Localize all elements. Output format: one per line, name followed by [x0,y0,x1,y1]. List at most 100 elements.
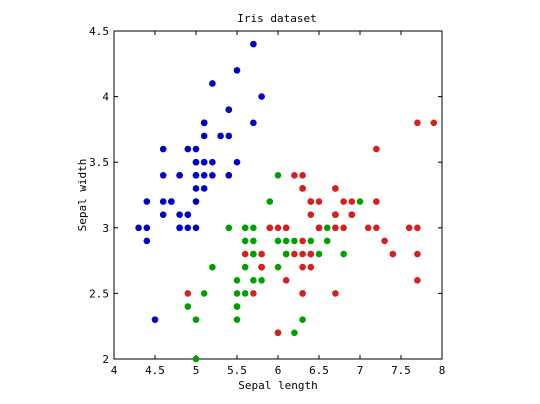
data-point-series-1 [274,263,282,271]
data-point-series-1 [274,172,282,179]
data-point-series-2 [266,224,274,232]
x-tick-label: 5.5 [227,364,247,377]
data-point-series-1 [250,250,257,258]
data-point-series-2 [299,263,306,271]
data-point-series-2 [315,224,323,232]
y-tick-label: 2 [102,353,109,366]
data-point-series-1 [241,224,249,232]
data-point-series-2 [299,250,306,258]
data-point-series-1 [274,237,282,245]
data-point-series-2 [405,224,413,232]
data-point-series-0 [192,158,200,166]
data-point-series-1 [266,198,274,205]
data-point-series-0 [225,106,233,114]
data-point-series-0 [143,224,151,232]
data-point-series-2 [291,250,298,258]
data-point-series-0 [192,185,200,192]
data-point-series-2 [299,290,306,297]
data-point-series-0 [209,172,216,179]
data-point-series-2 [274,329,282,337]
data-point-series-0 [200,185,208,192]
data-point-series-2 [184,290,192,297]
data-point-series-2 [364,224,372,232]
data-point-series-2 [307,198,315,205]
data-point-series-0 [200,172,208,179]
data-point-series-2 [332,185,339,192]
data-point-series-1 [233,276,241,284]
data-point-series-1 [356,198,364,205]
data-point-series-0 [168,198,175,205]
data-point-series-0 [184,145,192,153]
data-point-series-1 [250,237,257,245]
data-point-series-2 [307,263,315,271]
data-points [135,40,438,363]
x-tick-label: 7 [357,364,364,377]
data-point-series-1 [192,316,200,323]
data-point-series-0 [192,224,200,232]
data-point-series-0 [225,172,233,179]
data-point-series-1 [315,250,323,258]
data-point-series-1 [323,224,331,232]
data-point-series-2 [315,198,323,205]
data-point-series-0 [209,158,216,166]
data-point-series-2 [332,290,339,297]
data-point-series-1 [258,276,265,284]
data-point-series-2 [299,237,306,245]
data-point-series-0 [176,172,183,179]
data-point-series-0 [176,224,183,232]
data-point-series-2 [373,224,380,232]
x-tick-label: 6 [275,364,282,377]
data-point-series-1 [282,237,290,245]
data-point-series-2 [250,290,257,297]
data-point-series-2 [307,211,315,218]
data-point-series-2 [299,172,306,179]
data-point-series-0 [159,198,167,205]
data-point-series-2 [348,211,356,218]
data-point-series-0 [250,40,257,48]
data-point-series-2 [373,145,380,153]
y-tick-label: 2.5 [89,287,109,300]
data-point-series-0 [159,211,167,218]
data-point-series-1 [291,237,298,245]
data-point-series-2 [373,198,380,205]
data-point-series-1 [241,263,249,271]
data-point-series-0 [143,198,151,205]
data-point-series-1 [282,250,290,258]
data-point-series-0 [192,145,200,153]
data-point-series-1 [250,276,257,284]
data-point-series-1 [192,355,200,363]
y-axis-label: Sepal width [76,159,89,232]
data-point-series-0 [200,119,208,127]
x-axis-label: Sepal length [238,379,317,392]
data-point-series-2 [258,250,265,258]
x-tick-label: 4.5 [145,364,165,377]
data-point-series-2 [381,237,388,245]
data-point-series-1 [241,237,249,245]
data-point-series-1 [307,237,315,245]
data-point-series-0 [250,119,257,127]
data-point-series-1 [241,290,249,297]
x-axis: 4 4.5 5 5.5 6 6.5 7 7.5 8 [111,31,445,377]
data-point-series-1 [250,224,257,232]
data-point-series-0 [258,93,265,100]
data-point-series-0 [192,172,200,179]
data-point-series-0 [192,198,200,205]
data-point-series-0 [159,172,167,179]
data-point-series-2 [389,250,397,258]
data-point-series-2 [414,119,421,127]
y-tick-label: 4.5 [89,25,109,38]
data-point-series-0 [233,158,241,166]
data-point-series-1 [233,316,241,323]
data-point-series-0 [143,237,151,245]
data-point-series-2 [332,224,339,232]
data-point-series-1 [340,250,347,258]
data-point-series-0 [200,158,208,166]
data-point-series-0 [233,67,241,74]
data-point-series-0 [217,132,224,140]
x-tick-label: 7.5 [391,364,411,377]
data-point-series-0 [176,211,183,218]
data-point-series-0 [225,132,233,140]
y-tick-label: 3.5 [89,156,109,169]
data-point-series-2 [348,198,356,205]
